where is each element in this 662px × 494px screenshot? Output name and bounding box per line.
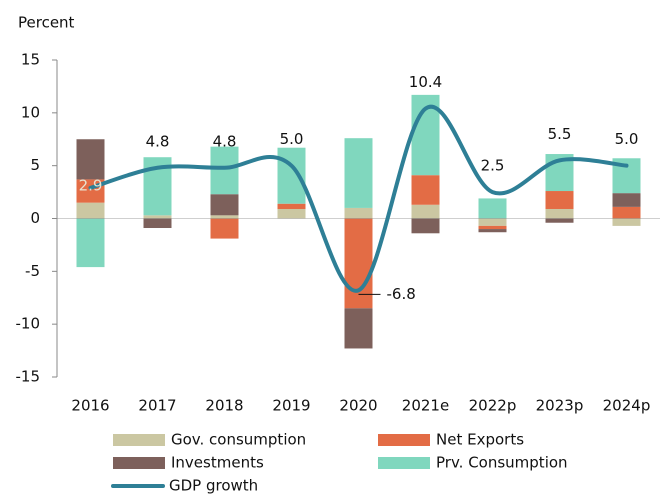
bar-segment [344,308,373,349]
data-label: 5.5 [548,125,572,143]
y-tick-label: 0 [30,209,40,227]
legend-swatch [113,457,165,469]
bar-segment [545,218,574,223]
bar-segment [612,193,641,207]
bar-segment [545,208,574,219]
x-tick-label: 2024p [603,397,651,415]
bar-segment [210,146,239,195]
y-tick-label: 5 [30,156,40,174]
bar-segment [612,206,641,219]
x-tick-label: 2018 [205,397,243,415]
bar-segment [210,194,239,216]
y-tick-label: -10 [16,315,41,333]
bar-segment [76,139,105,180]
bar-segment [411,218,440,234]
bar-segment [344,218,373,309]
x-tick-label: 2020 [339,397,377,415]
bar-segment [277,147,306,204]
legend-label: GDP growth [169,477,258,494]
bar-segment [76,218,105,268]
gdp-line [88,104,629,293]
bar-segment [143,218,172,229]
y-tick-label: -15 [16,368,41,386]
bar-segment [344,138,373,208]
bar-segment [478,229,507,233]
x-tick-label: 2017 [138,397,176,415]
x-tick-label: 2022p [469,397,517,415]
legend-label: Gov. consumption [171,431,306,449]
legend-swatch [378,434,430,446]
bar-segment [478,218,507,226]
legend-label: Prv. Consumption [436,454,568,472]
bar-segment [478,225,507,230]
bar-segment [478,198,507,219]
legend-label: Net Exports [436,431,524,449]
legend-swatch [378,457,430,469]
legend-swatch [113,434,165,446]
bar-segment [411,204,440,219]
data-label: 4.8 [213,132,237,150]
y-tick-label: 10 [21,103,40,121]
y-tick-label: 15 [21,51,40,69]
data-label: -6.8 [387,285,416,303]
bar-segment [411,175,440,205]
bar-segment [344,207,373,219]
bar-segment [545,191,574,209]
data-label: 4.8 [146,132,170,150]
bar-segment [612,218,641,226]
x-tick-label: 2021e [402,397,449,415]
bar-segment [143,215,172,219]
y-axis-label: Percent [18,14,75,32]
bar-segment [210,215,239,219]
y-tick-label: -5 [25,262,40,280]
x-tick-label: 2016 [71,397,109,415]
data-label: 2.9 [79,176,103,194]
data-label: 2.5 [481,157,505,175]
bar-segment [76,202,105,219]
data-label: 10.4 [409,73,442,91]
data-label: 5.0 [615,130,639,148]
bar-segment [210,218,239,239]
bar-segment [277,203,306,209]
bar-segment [277,208,306,219]
x-tick-label: 2023p [536,397,584,415]
legend-label: Investments [171,454,264,472]
x-tick-label: 2019 [272,397,310,415]
data-label: 5.0 [280,130,304,148]
